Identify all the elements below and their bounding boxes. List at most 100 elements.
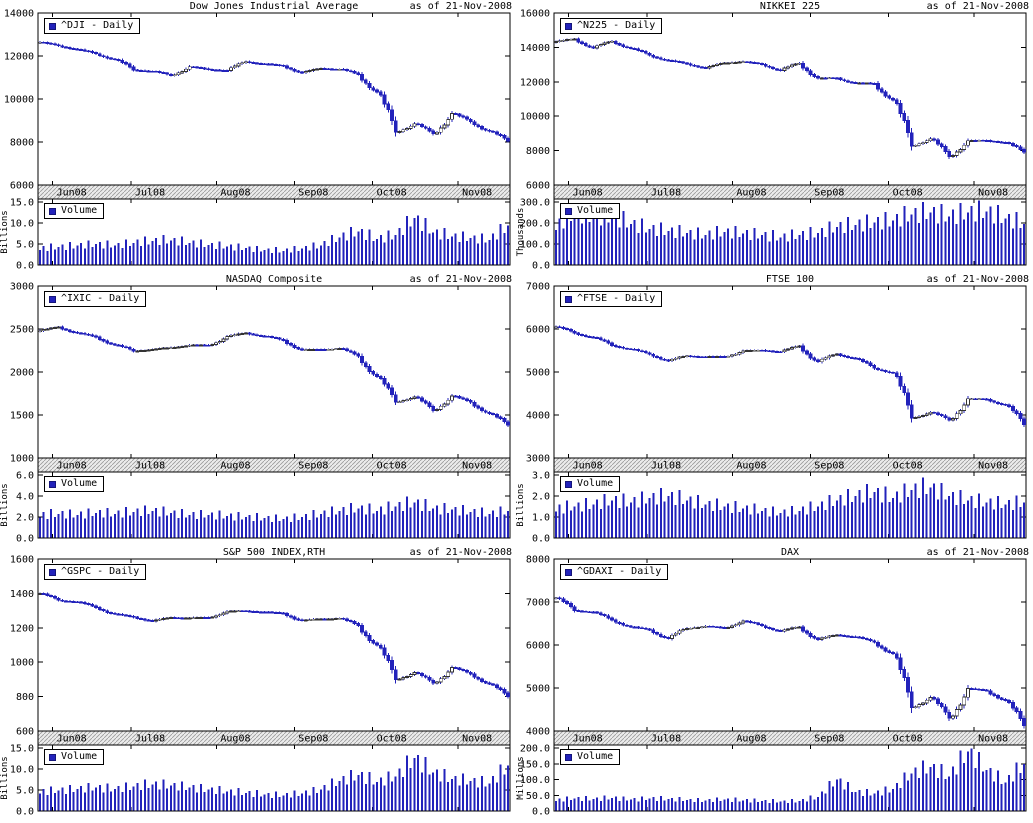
candle-body (221, 70, 226, 72)
svg-text:100.0: 100.0 (520, 240, 550, 251)
candle-body (356, 623, 361, 626)
volume-bar (569, 800, 572, 811)
candle-body (733, 353, 738, 356)
candle-body (857, 82, 862, 85)
volume-bar (495, 782, 498, 811)
volume-bar (147, 244, 150, 265)
volume-bar (421, 231, 423, 265)
svg-text:Sep08: Sep08 (814, 188, 844, 199)
volume-bar (65, 518, 68, 538)
candle-body (262, 335, 267, 338)
volume-bar (952, 209, 954, 265)
candle-body (401, 400, 406, 403)
candle-body (341, 68, 346, 71)
candle-body (902, 385, 907, 394)
volume-bar (87, 783, 90, 811)
candlestick-series (38, 325, 511, 427)
volume-bar (678, 225, 681, 265)
candle-body (969, 139, 974, 142)
volume-bar (443, 503, 446, 538)
volume-unit-label: Billions (0, 210, 10, 254)
volume-bar (166, 243, 169, 265)
svg-text:0.0: 0.0 (532, 807, 550, 818)
volume-bar (458, 515, 461, 538)
volume-bar (413, 218, 416, 265)
volume-bar (794, 514, 797, 538)
candle-body (41, 593, 46, 595)
volume-bar (1023, 502, 1026, 538)
volume-bar (342, 775, 345, 811)
volume-bar (970, 496, 973, 538)
candle-body (375, 373, 379, 378)
volume-bar (622, 211, 625, 265)
candle-body (397, 678, 402, 681)
candle-body (273, 64, 278, 66)
volume-bar (974, 221, 977, 265)
candle-body (49, 42, 53, 45)
candle-body (195, 344, 200, 347)
candle-body (225, 336, 230, 340)
candle-body (375, 642, 379, 646)
volume-bar (704, 504, 707, 538)
candle-body (992, 400, 997, 403)
svg-text:6000: 6000 (10, 181, 34, 192)
candle-body (789, 347, 794, 350)
candle-body (393, 394, 398, 403)
volume-bar (779, 801, 782, 811)
candle-body (228, 334, 233, 337)
volume-bar (708, 500, 711, 538)
candle-body (60, 326, 65, 330)
candle-body (688, 627, 693, 630)
volume-bar (327, 246, 330, 265)
volume-series (554, 477, 1026, 538)
volume-bar (719, 801, 722, 811)
candle-body (472, 401, 477, 407)
volume-bar (244, 248, 247, 265)
volume-bar (918, 778, 921, 811)
volume-legend: Volume (44, 476, 105, 492)
candle-body (786, 348, 791, 351)
volume-bar (738, 801, 741, 811)
candle-body (112, 612, 117, 615)
candle-body (583, 43, 588, 47)
volume-bar (465, 514, 468, 538)
candle-body (894, 372, 899, 377)
volume-bar (361, 772, 363, 811)
volume-bar (652, 797, 655, 811)
candle-body (973, 398, 978, 401)
volume-bar (907, 780, 909, 811)
candle-body (951, 715, 955, 719)
candle-body (90, 51, 95, 54)
candle-body (292, 344, 297, 348)
volume-bar (394, 776, 397, 811)
candle-body (887, 371, 892, 374)
volume-bar (996, 496, 999, 538)
volume-bar (966, 751, 969, 811)
volume-bar (106, 240, 109, 265)
candle-body (651, 353, 656, 357)
volume-bar (46, 518, 49, 538)
candle-body (936, 139, 940, 145)
chart-svg: 60008000100001200014000160000.0100.0200.… (520, 9, 1027, 272)
candle-body (449, 667, 454, 673)
candle-body (939, 143, 944, 148)
volume-bar (289, 521, 292, 538)
svg-text:1200: 1200 (10, 623, 34, 634)
volume-bar (241, 794, 244, 811)
candle-body (457, 113, 462, 117)
svg-text:Nov08: Nov08 (978, 461, 1008, 472)
candle-body (999, 697, 1004, 700)
candle-body (236, 333, 241, 336)
candle-body (401, 129, 406, 133)
svg-text:Oct08: Oct08 (377, 461, 407, 472)
volume-bar (278, 252, 281, 265)
volume-bar (697, 798, 700, 811)
volume-bar (712, 802, 715, 811)
candle-body (60, 599, 65, 602)
candle-body (479, 407, 484, 412)
volume-bar (316, 248, 319, 265)
candle-body (502, 418, 507, 423)
candle-body (632, 48, 637, 50)
volume-bar (346, 240, 348, 265)
volume-bar (824, 510, 827, 538)
